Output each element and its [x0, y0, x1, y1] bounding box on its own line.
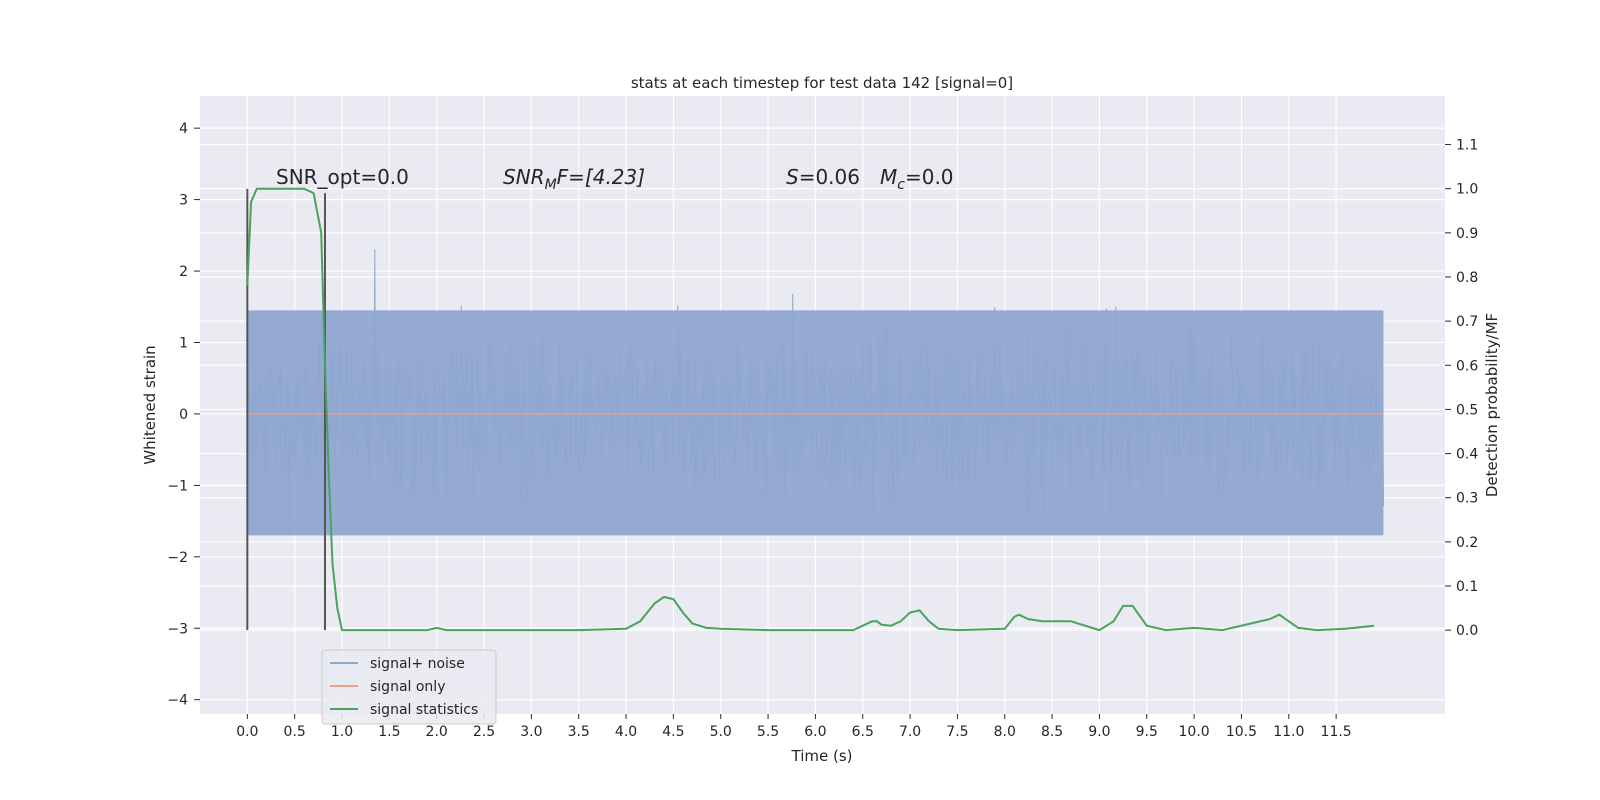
x-tick-label-16: 8.0 — [994, 724, 1016, 740]
x-tick-label-23: 11.5 — [1321, 724, 1352, 740]
y-right-tick-label-6: 0.5 — [1456, 402, 1478, 418]
y-left-tick-label-5: −1 — [167, 478, 188, 494]
signal-statistics-series — [246, 187, 1375, 632]
x-tick-label-14: 7.0 — [899, 724, 921, 740]
y-right-tick-label-0: 1.1 — [1456, 138, 1478, 154]
x-tick-label-22: 11.0 — [1273, 724, 1304, 740]
annotation-snr-opt: SNR_opt=0.0 — [276, 165, 409, 189]
signal-noise-series — [246, 249, 1384, 536]
annotation-mc: Mc=0.0 — [880, 165, 954, 193]
y-right-tick-label-1: 1.0 — [1456, 182, 1478, 198]
annotation-snr-mf: SNRMF=[4.23] — [503, 165, 645, 193]
x-tick-label-0: 0.0 — [236, 724, 258, 740]
chart-title: stats at each timestep for test data 142… — [631, 74, 1013, 92]
x-tick-label-13: 6.5 — [852, 724, 874, 740]
y-right-tick-label-5: 0.6 — [1456, 358, 1478, 374]
x-tick-label-17: 8.5 — [1041, 724, 1063, 740]
y-left-tick-label-2: 2 — [179, 264, 188, 280]
legend-box — [321, 649, 497, 725]
y-left-ticks: 4 3 2 1 0 −1 −2 −3 −4 — [167, 121, 200, 709]
annotation-mc-sub: c — [897, 177, 905, 193]
annotation-snr-mf-sub: M — [545, 177, 557, 193]
x-tick-label-15: 7.5 — [946, 724, 968, 740]
annotation-s-name: S — [786, 165, 799, 189]
y-right-tick-label-3: 0.8 — [1456, 270, 1478, 286]
x-tick-label-3: 1.5 — [378, 724, 400, 740]
y-left-tick-label-0: 4 — [179, 121, 188, 137]
y-right-axis-label: Detection probability/MF — [1483, 313, 1501, 497]
x-tick-label-19: 9.5 — [1136, 724, 1158, 740]
x-ticks: 0.0 0.5 1.0 1.5 2.0 2.5 3.0 3.5 4.0 4.5 5.0 5.5 6.0 6… — [236, 714, 1352, 740]
y-right-ticks: 1.1 1.0 0.9 0.8 0.7 0.6 0.5 0.4 0.3 0.2 0.1 0.0 — [1445, 138, 1478, 639]
legend-label-signal-only: signal only — [370, 679, 445, 695]
x-tick-label-5: 2.5 — [473, 724, 495, 740]
y-left-tick-label-4: 0 — [179, 407, 188, 423]
y-right-tick-label-7: 0.4 — [1456, 447, 1478, 463]
x-tick-label-6: 3.0 — [520, 724, 542, 740]
x-tick-label-10: 5.0 — [710, 724, 732, 740]
annotation-mc-name: M — [880, 165, 897, 189]
x-tick-label-11: 5.5 — [757, 724, 779, 740]
annotation-snr-mf-rest: F=[4.23] — [557, 165, 645, 189]
annotation-snr-mf-name: SNR — [503, 165, 545, 189]
y-left-tick-label-1: 3 — [179, 193, 188, 209]
y-left-tick-label-8: −4 — [167, 693, 188, 709]
y-left-tick-label-7: −3 — [167, 621, 188, 637]
y-right-tick-label-9: 0.2 — [1456, 535, 1478, 551]
legend-label-signal-noise: signal+ noise — [370, 656, 465, 672]
legend: signal+ noise signal only signal statist… — [321, 649, 497, 725]
x-tick-label-4: 2.0 — [426, 724, 448, 740]
x-tick-label-12: 6.0 — [804, 724, 826, 740]
vertical-markers — [246, 188, 326, 631]
y-right-tick-label-11: 0.0 — [1456, 623, 1478, 639]
x-tick-label-8: 4.0 — [615, 724, 637, 740]
y-right-tick-label-2: 0.9 — [1456, 226, 1478, 242]
x-tick-label-1: 0.5 — [284, 724, 306, 740]
x-axis-label: Time (s) — [791, 747, 853, 765]
y-left-axis-label: Whitened strain — [141, 345, 159, 464]
annotation-s: S=0.06 — [786, 165, 860, 189]
signal-noise-trace — [246, 249, 1384, 535]
legend-label-signal-statistics: signal statistics — [370, 702, 478, 718]
x-tick-label-18: 9.0 — [1088, 724, 1110, 740]
annotation-mc-value: =0.0 — [905, 165, 954, 189]
x-tick-label-21: 10.5 — [1226, 724, 1257, 740]
annotation-s-value: =0.06 — [799, 165, 860, 189]
y-right-tick-label-4: 0.7 — [1456, 314, 1478, 330]
y-right-tick-label-10: 0.1 — [1456, 579, 1478, 595]
x-tick-label-7: 3.5 — [568, 724, 590, 740]
x-tick-label-20: 10.0 — [1179, 724, 1210, 740]
y-left-tick-label-6: −2 — [167, 550, 188, 566]
y-right-tick-label-8: 0.3 — [1456, 491, 1478, 507]
x-tick-label-9: 4.5 — [662, 724, 684, 740]
x-tick-label-2: 1.0 — [331, 724, 353, 740]
y-left-tick-label-3: 1 — [179, 335, 188, 351]
